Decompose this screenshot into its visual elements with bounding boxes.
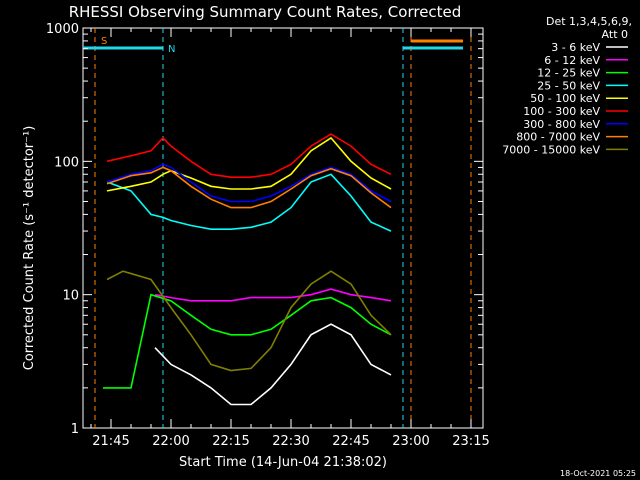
legend-label-2: 6 - 12 keV — [544, 54, 600, 67]
y-axis-label: Corrected Count Rate (s⁻¹ detector⁻¹) — [22, 126, 37, 371]
x-tick-label: 22:00 — [152, 434, 189, 449]
y-tick-label: 1000 — [46, 22, 79, 37]
series-line-3 — [103, 293, 392, 389]
legend-label-1: 3 - 6 keV — [551, 41, 600, 54]
series-line-5 — [106, 136, 392, 192]
legend-label-9: 7000 - 15000 keV — [502, 143, 600, 156]
series-line-9 — [106, 270, 392, 372]
flags-layer: SN — [83, 28, 472, 428]
y-tick-label: 100 — [54, 155, 79, 170]
legend-label-3: 12 - 25 keV — [537, 67, 600, 80]
axes-layer: 1 10 100 1000 21:45 22:00 22:15 22:30 22:45 23:00… — [46, 22, 490, 449]
x-axis-label: Start Time (14-Jun-04 21:38:02) — [179, 455, 387, 470]
series-line-6 — [106, 133, 392, 178]
x-tick-label: 23:15 — [452, 434, 489, 449]
legend-label-4: 25 - 50 keV — [537, 79, 600, 92]
legend-header-line2: Att 0 — [602, 28, 628, 41]
chart-title: RHESSI Observing Summary Count Rates, Co… — [69, 3, 462, 21]
legend-label-5: 50 - 100 keV — [530, 92, 600, 105]
legend-label-7: 300 - 800 keV — [523, 118, 600, 131]
y-tick-label: 10 — [62, 289, 79, 304]
x-tick-label: 22:45 — [332, 434, 369, 449]
x-tick-label: 23:00 — [392, 434, 429, 449]
series-line-8 — [106, 166, 392, 209]
series-line-4 — [106, 173, 392, 232]
y-tick-label: 1 — [71, 422, 79, 437]
timestamp: 18-Oct-2021 05:25 — [560, 469, 636, 478]
x-tick-label: 22:15 — [212, 434, 249, 449]
legend-label-6: 100 - 300 keV — [523, 105, 600, 118]
series-line-1 — [154, 323, 392, 406]
legend-label-8: 800 - 7000 keV — [516, 131, 600, 144]
saa-flag-label: S — [101, 36, 107, 47]
series-layer — [103, 133, 392, 406]
series-line-7 — [106, 163, 392, 203]
night-flag-label: N — [168, 44, 175, 55]
series-line-2 — [154, 288, 392, 302]
x-tick-label: 22:30 — [272, 434, 309, 449]
legend-header-line1: Det 1,3,4,5,6,9, — [546, 15, 632, 28]
plot-frame — [82, 27, 484, 429]
x-tick-label: 21:45 — [92, 434, 129, 449]
